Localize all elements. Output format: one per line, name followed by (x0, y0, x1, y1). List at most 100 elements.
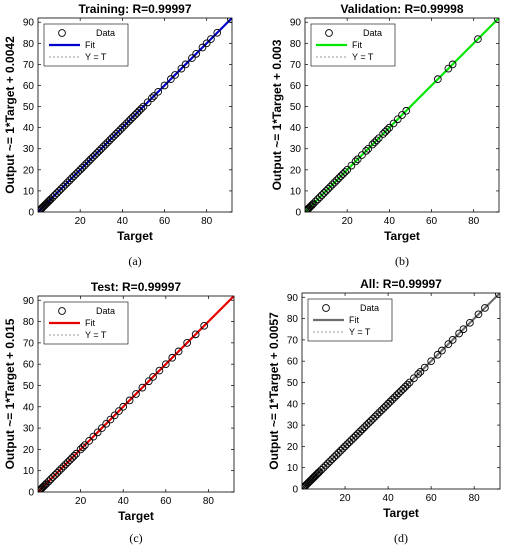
data-point-24 (74, 168, 82, 176)
data-point-17 (59, 182, 68, 191)
data-point-65 (444, 340, 453, 348)
y-tick-label: 0 (292, 485, 298, 496)
data-point-24 (81, 441, 89, 449)
y-tick-label: 30 (23, 144, 35, 155)
data-point-48 (386, 397, 395, 406)
figure-caption: (a) (128, 254, 141, 268)
data-layer (38, 18, 232, 212)
y-tick-label: 30 (23, 424, 35, 435)
axes-box (301, 292, 501, 490)
data-point-21 (67, 174, 76, 183)
data-point-28 (98, 424, 106, 432)
data-point-29 (84, 157, 93, 166)
data-layer (38, 296, 234, 492)
y-tick-label: 60 (23, 360, 35, 371)
data-point-36 (138, 383, 147, 392)
fit-line (38, 18, 232, 212)
data-point-49 (388, 395, 397, 404)
data-point-35 (381, 128, 389, 136)
data-point-37 (385, 123, 394, 132)
data-point-69 (207, 35, 215, 43)
data-point-21 (72, 449, 81, 458)
legend-ref-label: Y = T (352, 52, 374, 62)
data-point-48 (124, 117, 133, 126)
data-point-38 (103, 138, 112, 147)
data-point-18 (332, 176, 341, 185)
x-tick-label: 80 (203, 496, 215, 507)
data-point-49 (126, 115, 135, 124)
data-point-21 (328, 455, 336, 464)
y-tick-label: 50 (287, 378, 299, 389)
data-layer (302, 293, 500, 489)
x-tick-label: 60 (426, 216, 438, 227)
y-tick-label: 20 (23, 445, 35, 456)
x-tick-label: 60 (426, 493, 438, 504)
y-tick-label: 20 (290, 165, 302, 176)
data-point-57 (148, 94, 156, 102)
data-point-16 (317, 465, 326, 474)
data-point-70 (213, 28, 222, 37)
data-point-22 (76, 445, 85, 454)
data-point-41 (402, 106, 411, 115)
x-tick-label: 80 (469, 493, 481, 504)
x-tick-label: 40 (118, 496, 130, 507)
y-tick-label: 50 (23, 102, 35, 113)
data-point-40 (107, 134, 116, 143)
chart-panel-2: 0 10 20 30 40 50 60 70 80 90 20 40 60 80 Test: R=0.999… (3, 280, 235, 545)
axes-box (304, 17, 500, 213)
data-point-36 (360, 423, 369, 432)
data-point-24 (334, 448, 343, 457)
legend-data-marker (322, 304, 330, 312)
data-point-36 (99, 142, 108, 151)
data-point-12 (320, 189, 328, 197)
data-point-34 (379, 130, 387, 138)
y-tick-label: 80 (23, 39, 35, 50)
data-point-61 (420, 363, 429, 372)
y-tick-label: 70 (23, 60, 35, 71)
legend-data-label: Data (96, 306, 115, 316)
data-point-30 (368, 140, 377, 149)
data-point-5 (307, 201, 316, 210)
data-point-60 (416, 367, 425, 376)
data-point-70 (474, 310, 483, 319)
x-tick-label: 40 (117, 216, 129, 227)
y-axis-label: Output ~= 1*Target + 0.0057 (267, 312, 281, 470)
legend-data-marker (325, 29, 333, 37)
data-point-8 (311, 197, 320, 206)
data-point-30 (106, 415, 115, 424)
y-tick-label: 60 (287, 357, 299, 368)
data-point-64 (438, 346, 446, 355)
data-point-20 (65, 176, 74, 185)
data-point-65 (188, 54, 196, 62)
data-point-35 (358, 425, 367, 434)
data-point-12 (48, 193, 57, 202)
data-point-28 (362, 146, 371, 155)
x-tick-label: 80 (468, 216, 480, 227)
data-point-45 (118, 123, 127, 132)
data-point-66 (448, 336, 457, 344)
x-tick-label: 20 (75, 496, 87, 507)
data-point-11 (51, 471, 59, 479)
data-point-25 (351, 157, 360, 166)
data-point-45 (200, 321, 209, 330)
x-tick-label: 40 (383, 493, 395, 504)
data-point-35 (97, 144, 106, 153)
data-point-38 (364, 419, 373, 427)
y-tick-label: 50 (290, 102, 302, 113)
data-point-12 (53, 468, 62, 477)
data-point-40 (398, 111, 406, 119)
legend-fit-label: Fit (85, 40, 95, 50)
data-point-13 (51, 191, 59, 199)
data-point-50 (390, 393, 399, 402)
y-tick-label: 90 (23, 296, 35, 307)
y-tick-label: 90 (287, 293, 299, 304)
chart-panel-0: 0 10 20 30 40 50 60 70 80 90 20 40 60 80 Training: R=0… (3, 2, 233, 268)
data-point-61 (166, 75, 175, 84)
data-point-33 (119, 402, 128, 411)
data-point-55 (401, 382, 410, 391)
x-tick-label: 20 (339, 493, 351, 504)
legend-fit-label: Fit (349, 315, 359, 325)
data-point-30 (86, 155, 95, 164)
data-point-5 (40, 481, 49, 490)
